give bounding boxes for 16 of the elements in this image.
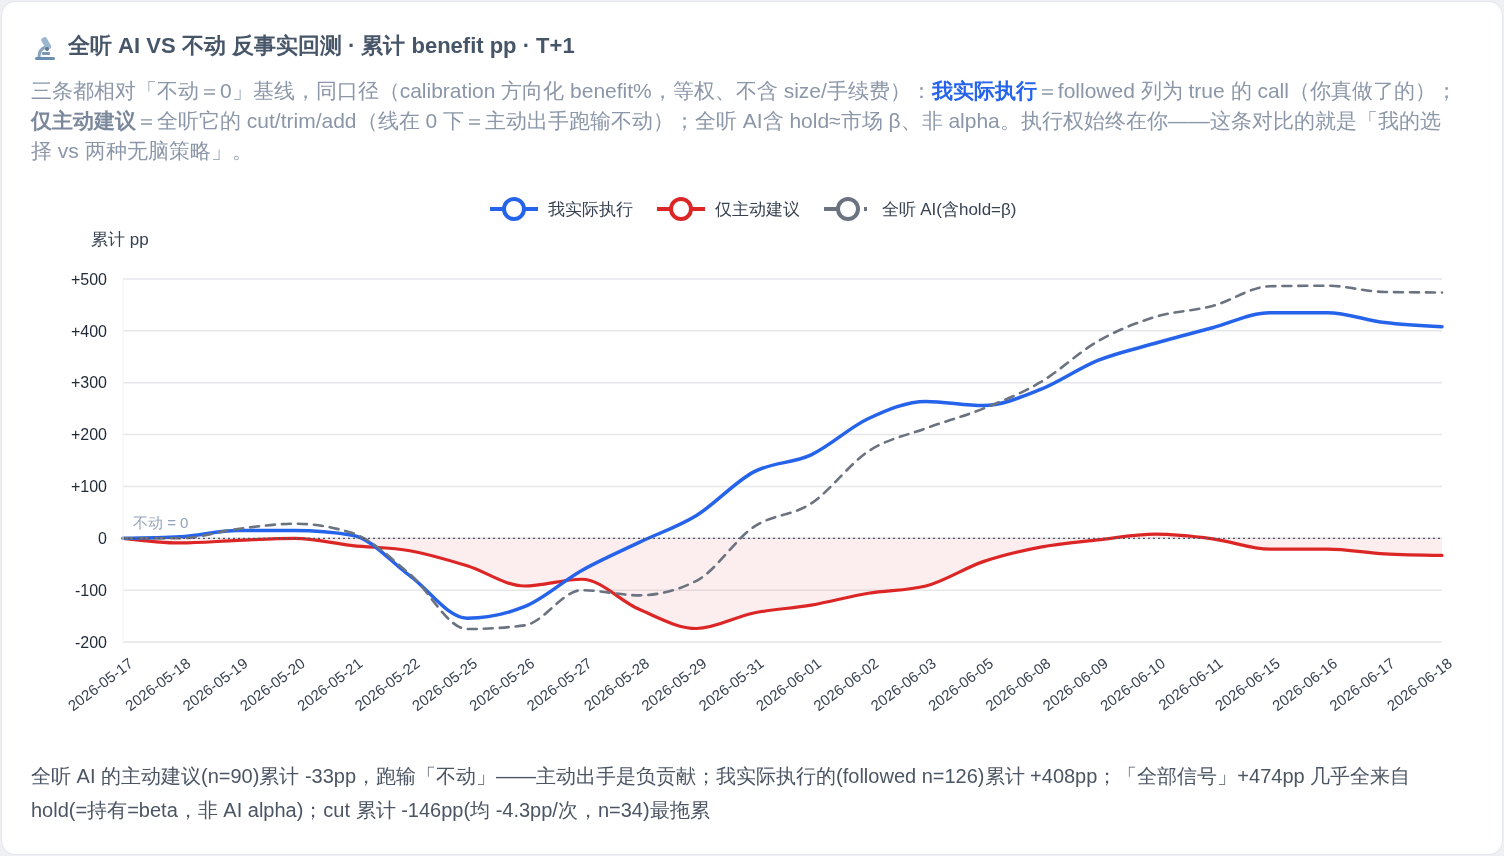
text: 三条都相对「不动＝0」基线，同口径（calibration 方向化 benefit%，等权、不含 size/手续费）：我实际执行＝followed 列为 true 的 call（你真做了的）；仅主动建议＝全听它的 cut/trim/add（线在 0 下＝主动出手跑输不动）；全听 AI含 hold≈市场 β、非 alpha。执行权始终在你——这条对比的就是「我的选择 vs 两种无脑策略」。	[31, 79, 1457, 162]
y-tick-label: 0	[98, 529, 108, 547]
legend-label: 仅主动建议	[714, 198, 800, 221]
y-tick-label: +500	[70, 270, 108, 288]
legend-label: 全听 AI(含hold=β)	[881, 198, 1017, 221]
y-tick-label: -200	[74, 633, 108, 651]
y-axis-title: 累计 pp	[91, 230, 149, 249]
text: 全听 AI 的主动建议(n=90)累计 -33pp，跑输「不动」——主动出手是负贡献；我实际执行的(followed n=126)累计 +408pp；「全部信号」+474pp 几乎全来自 hold(=持有=beta，非 AI alpha)；cut 累计 -146pp(均 -4.3pp/次，n=34)最拖累	[31, 765, 1411, 821]
y-tick-label: +200	[70, 426, 108, 444]
y-tick-label: +400	[70, 322, 108, 340]
legend-label: 我实际执行	[547, 198, 633, 221]
y-tick-label: +100	[70, 478, 108, 496]
y-tick-label: -100	[74, 581, 108, 599]
ref-line-label: 不动 = 0	[133, 514, 189, 532]
chart-title: 全听 AI VS 不动 反事实回测 · 累计 benefit pp · T+1	[68, 33, 575, 58]
y-tick-label: +300	[70, 374, 108, 392]
